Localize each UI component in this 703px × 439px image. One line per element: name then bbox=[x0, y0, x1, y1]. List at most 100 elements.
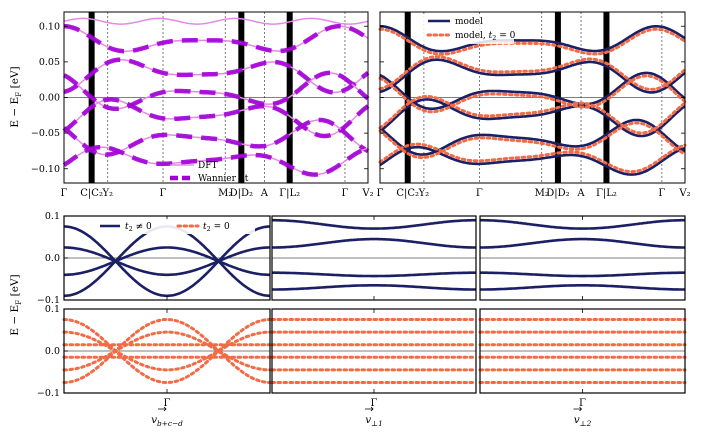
kpoint-label: Γ|L₂ bbox=[279, 188, 300, 199]
kpoint-label: D|D₂ bbox=[546, 188, 569, 199]
column-vector-label: vb+c−d bbox=[151, 414, 183, 428]
model-t2zero-band bbox=[378, 94, 687, 135]
model-band bbox=[379, 98, 686, 138]
model-t2zero-band bbox=[378, 55, 687, 91]
model-t2zero-band bbox=[378, 142, 687, 174]
ylabel-top: E − EF [eV] bbox=[9, 66, 23, 127]
legend-t2nonzero-label: t2 ≠ 0 bbox=[125, 222, 152, 233]
model-band bbox=[480, 271, 685, 278]
legend-bottom: t2 ≠ 0 t2 = 0 bbox=[95, 219, 255, 234]
kpoint-label: M₂ bbox=[535, 188, 549, 199]
kpoint-label: Y₂ bbox=[101, 188, 113, 199]
kpoint-label: Γ bbox=[341, 188, 348, 199]
y-tick-label: 0.10 bbox=[39, 21, 60, 32]
model-band bbox=[480, 237, 685, 249]
kpoint-label: C|C₂ bbox=[396, 188, 419, 199]
vector-arrow bbox=[573, 406, 583, 412]
legend-t2zero-label: model, t2 = 0 bbox=[455, 31, 516, 42]
model-t2zero-band bbox=[378, 121, 687, 160]
kpoint-label: C|C₂ bbox=[80, 188, 103, 199]
legend-t2zero-label: t2 = 0 bbox=[203, 222, 230, 233]
gamma-label: Γ bbox=[164, 398, 171, 409]
model-band bbox=[379, 58, 686, 94]
model-band bbox=[379, 145, 686, 176]
kpoint-label: Γ|L₂ bbox=[596, 188, 617, 199]
subpanel-r1-c0: −0.1 0.0 0.1 Γ bbox=[37, 304, 272, 409]
kpoint-label: M₂ bbox=[218, 188, 232, 199]
y-tick-label: 0.00 bbox=[39, 93, 60, 104]
model-band bbox=[272, 218, 476, 230]
subpanel-r0-c2 bbox=[479, 215, 686, 301]
model-t2zero-band bbox=[378, 74, 687, 114]
model-band bbox=[64, 246, 270, 277]
column-vector-label: v⊥2 bbox=[574, 414, 592, 428]
model-band bbox=[272, 284, 476, 291]
y-tick-label: 0.1 bbox=[45, 211, 60, 222]
kpoint-label: Γ bbox=[476, 188, 483, 199]
legend-top-right: model model, t2 = 0 bbox=[422, 14, 516, 44]
wannier-band bbox=[62, 144, 369, 177]
kpoint-label: D|D₂ bbox=[230, 188, 253, 199]
gamma-label: Γ bbox=[371, 398, 378, 409]
legend-wannier-label: Wannier fit bbox=[198, 174, 249, 184]
y-tick-label: −0.10 bbox=[31, 164, 60, 175]
model-band bbox=[380, 25, 686, 53]
model-band bbox=[64, 225, 270, 298]
model-band bbox=[480, 284, 685, 291]
subpanel-r0-c1 bbox=[271, 215, 477, 301]
kpoint-label: A bbox=[260, 188, 269, 199]
legend-dft-label: DFT bbox=[198, 161, 217, 171]
column-label-2: v⊥1 bbox=[365, 406, 383, 428]
model-band bbox=[64, 246, 270, 277]
y-tick-label: −0.1 bbox=[37, 388, 60, 399]
column-label-1: vb+c−d bbox=[151, 406, 183, 428]
model-band bbox=[272, 237, 476, 249]
ylabel-bottom: E − EF [eV] bbox=[9, 274, 23, 335]
panel-top-left: −0.10 −0.05 0.00 0.05 0.10 Γ C|C₂ Y₂ Γ M₂D|D₂ A Γ|L… bbox=[31, 11, 374, 199]
model-t2zero-band bbox=[62, 330, 272, 372]
wannier-band bbox=[62, 117, 370, 157]
kpoint-label: A bbox=[576, 188, 585, 199]
column-label-3: v⊥2 bbox=[573, 406, 592, 428]
model-t2zero-band bbox=[62, 318, 272, 384]
kpoint-label: Γ bbox=[160, 188, 167, 199]
model-band bbox=[379, 71, 686, 111]
y-tick-label: 0.0 bbox=[45, 253, 60, 264]
subpanel-r1-c1: Γ bbox=[270, 308, 478, 409]
model-band bbox=[379, 118, 686, 156]
y-tick-label: 0.05 bbox=[39, 57, 60, 68]
kpoint-label: Γ bbox=[61, 188, 68, 199]
legend-model-label: model bbox=[455, 17, 483, 27]
model-band bbox=[64, 225, 270, 298]
kpoint-label: V₂ bbox=[678, 188, 690, 199]
model-t2zero-band bbox=[62, 318, 272, 384]
vector-arrow bbox=[158, 406, 167, 412]
kpoint-label: Y₂ bbox=[418, 188, 430, 199]
wannier-band bbox=[62, 97, 370, 139]
y-tick-label: −0.05 bbox=[31, 128, 60, 139]
gamma-label: Γ bbox=[579, 398, 586, 409]
subpanel-r0-c0: −0.1 0.0 0.1 bbox=[37, 211, 271, 306]
model-t2zero-band bbox=[378, 27, 687, 56]
kpoint-label: Γ bbox=[377, 188, 384, 199]
panel-top-right: Γ C|C₂ Y₂ Γ M₂D|D₂ A Γ|L₂ Γ V₂ model model, t2 = 0 bbox=[377, 11, 691, 199]
vector-arrow bbox=[365, 406, 374, 412]
kpoint-label: V₂ bbox=[361, 188, 373, 199]
legend-bg bbox=[95, 219, 255, 234]
wannier-band bbox=[64, 24, 370, 54]
dft-band bbox=[63, 98, 369, 137]
legend-top-left: DFT Wannier fit bbox=[170, 161, 249, 184]
wannier-band bbox=[63, 57, 370, 95]
column-vector-label: v⊥1 bbox=[365, 414, 383, 428]
model-t2zero-band bbox=[62, 330, 272, 372]
wannier-band bbox=[62, 70, 370, 112]
kpoint-label: Γ bbox=[658, 188, 665, 199]
model-band bbox=[272, 271, 476, 278]
dft-band bbox=[63, 17, 369, 25]
y-tick-label: 0.1 bbox=[45, 304, 60, 315]
y-tick-label: 0.0 bbox=[45, 346, 60, 357]
legend-bg bbox=[422, 14, 514, 44]
model-band bbox=[480, 218, 685, 230]
y-tick-label: −0.1 bbox=[37, 295, 60, 306]
